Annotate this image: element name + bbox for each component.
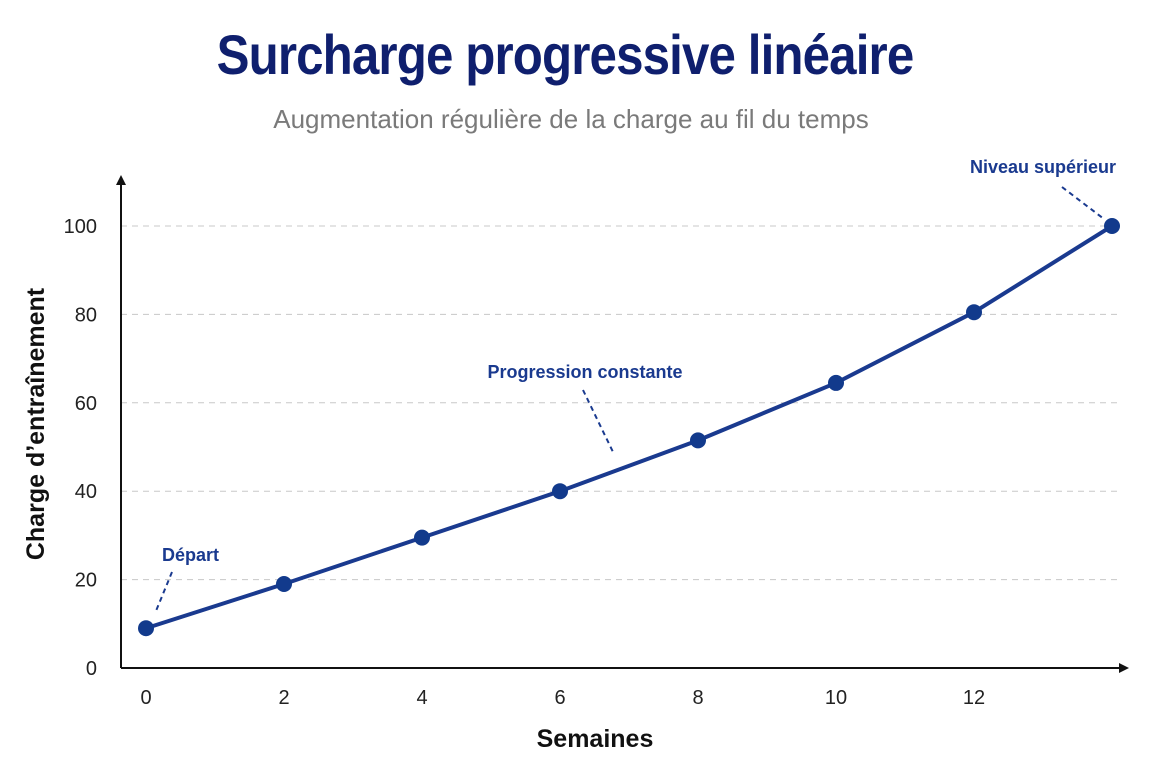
- y-tick-label: 80: [75, 304, 97, 326]
- data-point: [966, 304, 982, 321]
- y-tick-label: 100: [64, 216, 97, 238]
- y-tick-label: 60: [75, 393, 97, 415]
- data-point: [1104, 218, 1120, 234]
- axes: [116, 175, 1129, 673]
- x-tick-label: 4: [416, 687, 427, 709]
- data-point: [414, 529, 430, 546]
- y-tick-label: 20: [75, 570, 97, 592]
- y-tick-label: 0: [86, 658, 97, 680]
- tick-labels: 0 20 40 60 80 100 0 2 4 6 8 10 12: [64, 216, 986, 709]
- annotation-progression-leader: [582, 389, 614, 453]
- chart-title: Surcharge progressive linéaire: [216, 23, 915, 86]
- data-point: [138, 620, 154, 637]
- x-tick-label: 10: [825, 687, 847, 709]
- x-tick-label: 8: [692, 687, 703, 709]
- annotation-depart-leader: [155, 571, 173, 612]
- chart-subtitle: Augmentation régulière de la charge au f…: [273, 104, 869, 134]
- x-axis-title: Semaines: [537, 725, 654, 753]
- data-point: [552, 483, 568, 500]
- annotation-depart-label: Départ: [162, 545, 219, 565]
- series-line: [144, 224, 1114, 631]
- annotation-niveau-label: Niveau supérieur: [970, 157, 1116, 177]
- x-tick-label: 0: [140, 687, 151, 709]
- data-point: [690, 432, 706, 449]
- x-tick-label: 2: [278, 687, 289, 709]
- y-tick-label: 40: [75, 481, 97, 503]
- y-axis-title: Charge d’entraînement: [22, 287, 50, 560]
- annotation-niveau-leader: [1061, 186, 1105, 220]
- x-tick-label: 6: [554, 687, 565, 709]
- x-tick-label: 12: [963, 687, 985, 709]
- annotation-progression-label: Progression constante: [487, 362, 682, 382]
- data-point: [276, 576, 292, 593]
- annotations: Départ Progression constante Niveau supéri…: [155, 157, 1116, 612]
- series-line-group: [138, 218, 1120, 637]
- data-point: [828, 374, 844, 391]
- grid-lines: [121, 225, 1120, 581]
